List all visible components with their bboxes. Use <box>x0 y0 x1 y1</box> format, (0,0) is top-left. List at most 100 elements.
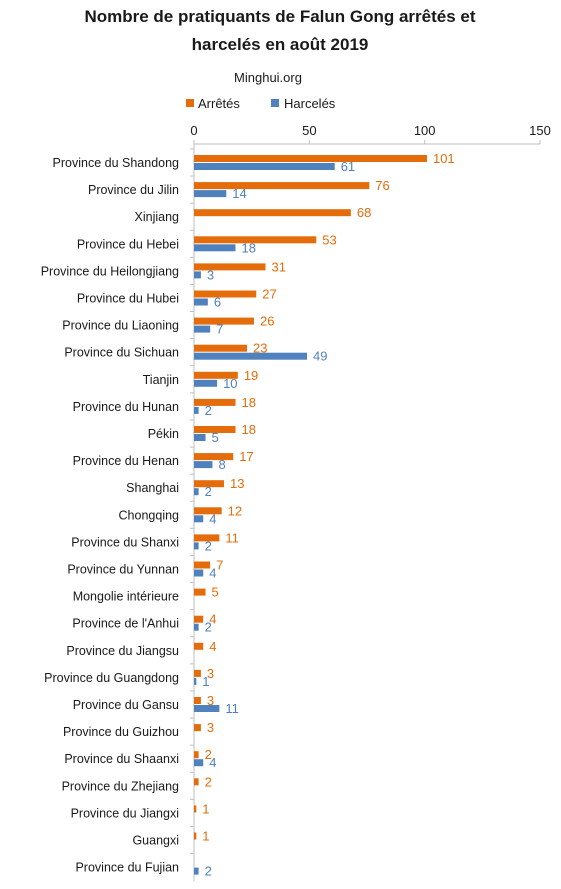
bar-arretes <box>194 751 199 759</box>
data-label-harceles: 5 <box>212 430 219 445</box>
category-label: Province du Hebei <box>77 237 179 251</box>
bar-harceles <box>194 325 211 333</box>
bar-harceles <box>194 190 227 198</box>
bar-arretes <box>194 209 351 217</box>
data-label-harceles: 8 <box>218 457 225 472</box>
bar-harceles <box>194 488 199 496</box>
category-label: Shanghai <box>126 481 179 495</box>
data-label-arretes: 17 <box>239 449 253 464</box>
data-label-arretes: 26 <box>260 314 274 329</box>
bar-arretes <box>194 615 204 623</box>
data-label-arretes: 101 <box>433 151 455 166</box>
bar-harceles <box>194 542 199 550</box>
chart-title-line2: harcelés en août 2019 <box>192 35 369 54</box>
bar-arretes <box>194 832 197 840</box>
category-label: Province du Gansu <box>73 698 179 712</box>
data-label-arretes: 1 <box>202 801 209 816</box>
bars <box>194 155 427 875</box>
data-label-harceles: 4 <box>209 755 216 770</box>
bar-harceles <box>194 271 201 279</box>
bar-arretes <box>194 398 236 406</box>
bar-arretes <box>194 453 234 461</box>
bar-arretes <box>194 697 201 704</box>
data-label-harceles: 4 <box>209 566 216 581</box>
bar-arretes <box>194 778 199 786</box>
bar-arretes <box>194 805 197 813</box>
data-label-arretes: 18 <box>242 395 256 410</box>
category-label: Province du Shanxi <box>71 535 179 549</box>
bar-arretes <box>194 534 220 542</box>
category-label: Province du Liaoning <box>62 319 179 333</box>
legend-swatch-arretes <box>186 99 194 107</box>
data-label-arretes: 4 <box>209 612 216 627</box>
legend-label-arretes: Arrêtés <box>198 96 240 111</box>
data-label-harceles: 2 <box>205 484 212 499</box>
bar-harceles <box>194 569 204 577</box>
data-label-harceles: 14 <box>232 186 246 201</box>
bar-harceles <box>194 298 208 306</box>
category-label: Pékin <box>148 427 179 441</box>
bar-harceles <box>194 461 213 469</box>
data-label-arretes: 4 <box>209 639 216 654</box>
data-label-arretes: 2 <box>205 747 212 762</box>
bar-arretes <box>194 561 211 569</box>
category-label: Province du Fujian <box>75 861 179 875</box>
legend-label-harceles: Harcelés <box>284 96 336 111</box>
bar-arretes <box>194 263 266 271</box>
data-label-arretes: 13 <box>230 476 244 491</box>
data-label-harceles: 61 <box>341 159 355 174</box>
category-label: Province du Hunan <box>73 400 179 414</box>
data-label-harceles: 18 <box>242 240 256 255</box>
data-label-harceles: 10 <box>223 376 237 391</box>
data-label-arretes: 27 <box>262 287 276 302</box>
category-label: Tianjin <box>143 373 179 387</box>
bar-arretes <box>194 155 427 162</box>
bar-arretes <box>194 317 254 325</box>
category-label: Province du Yunnan <box>67 563 179 577</box>
bar-harceles <box>194 677 197 685</box>
data-label-arretes: 53 <box>322 232 336 247</box>
category-labels: Province du Shandong Province du Jilin Xin… <box>41 148 194 875</box>
bar-harceles <box>194 759 204 767</box>
bar-arretes <box>194 344 248 352</box>
category-label: Guangxi <box>132 834 179 848</box>
chart-subtitle: Minghui.org <box>234 70 302 85</box>
bar-harceles <box>194 515 204 523</box>
legend: Arrêtés Harcelés <box>186 96 336 111</box>
bar-arretes <box>194 507 222 515</box>
data-label-harceles: 4 <box>209 511 216 526</box>
bar-harceles <box>194 244 236 252</box>
category-label: Province du Shandong <box>53 156 180 170</box>
category-label: Mongolie intérieure <box>73 590 179 604</box>
data-label-arretes: 3 <box>207 693 214 708</box>
data-label-arretes: 31 <box>272 259 286 274</box>
bar-harceles <box>194 352 308 360</box>
category-label: Province du Jiangxi <box>71 806 179 820</box>
data-label-arretes: 18 <box>242 422 256 437</box>
data-label-harceles: 1 <box>202 674 209 689</box>
data-label-arretes: 19 <box>244 368 258 383</box>
bar-arretes <box>194 724 201 732</box>
bar-harceles <box>194 434 206 441</box>
bar-arretes <box>194 669 201 677</box>
bar-harceles <box>194 163 335 170</box>
bar-arretes <box>194 290 257 298</box>
legend-swatch-harceles <box>271 99 279 107</box>
category-label: Province du Hubei <box>77 292 179 306</box>
category-label: Province du Zhejiang <box>62 779 179 793</box>
data-label-arretes: 76 <box>375 178 389 193</box>
bar-harceles <box>194 406 199 414</box>
category-label: Chongqing <box>119 508 180 522</box>
data-label-arretes: 1 <box>202 829 209 844</box>
bar-arretes <box>194 371 238 379</box>
data-label-harceles: 3 <box>207 267 214 282</box>
bar-arretes <box>194 426 236 433</box>
bar-harceles <box>194 379 218 387</box>
data-labels: 1016176146853183132762672349191018218517… <box>202 151 454 879</box>
data-label-arretes: 7 <box>216 558 223 573</box>
chart-title-line1: Nombre de pratiquants de Falun Gong arrê… <box>84 7 475 26</box>
bar-arretes <box>194 642 204 650</box>
data-label-harceles: 2 <box>205 620 212 635</box>
x-tick-label: 0 <box>190 123 197 138</box>
data-label-harceles: 49 <box>313 349 327 364</box>
